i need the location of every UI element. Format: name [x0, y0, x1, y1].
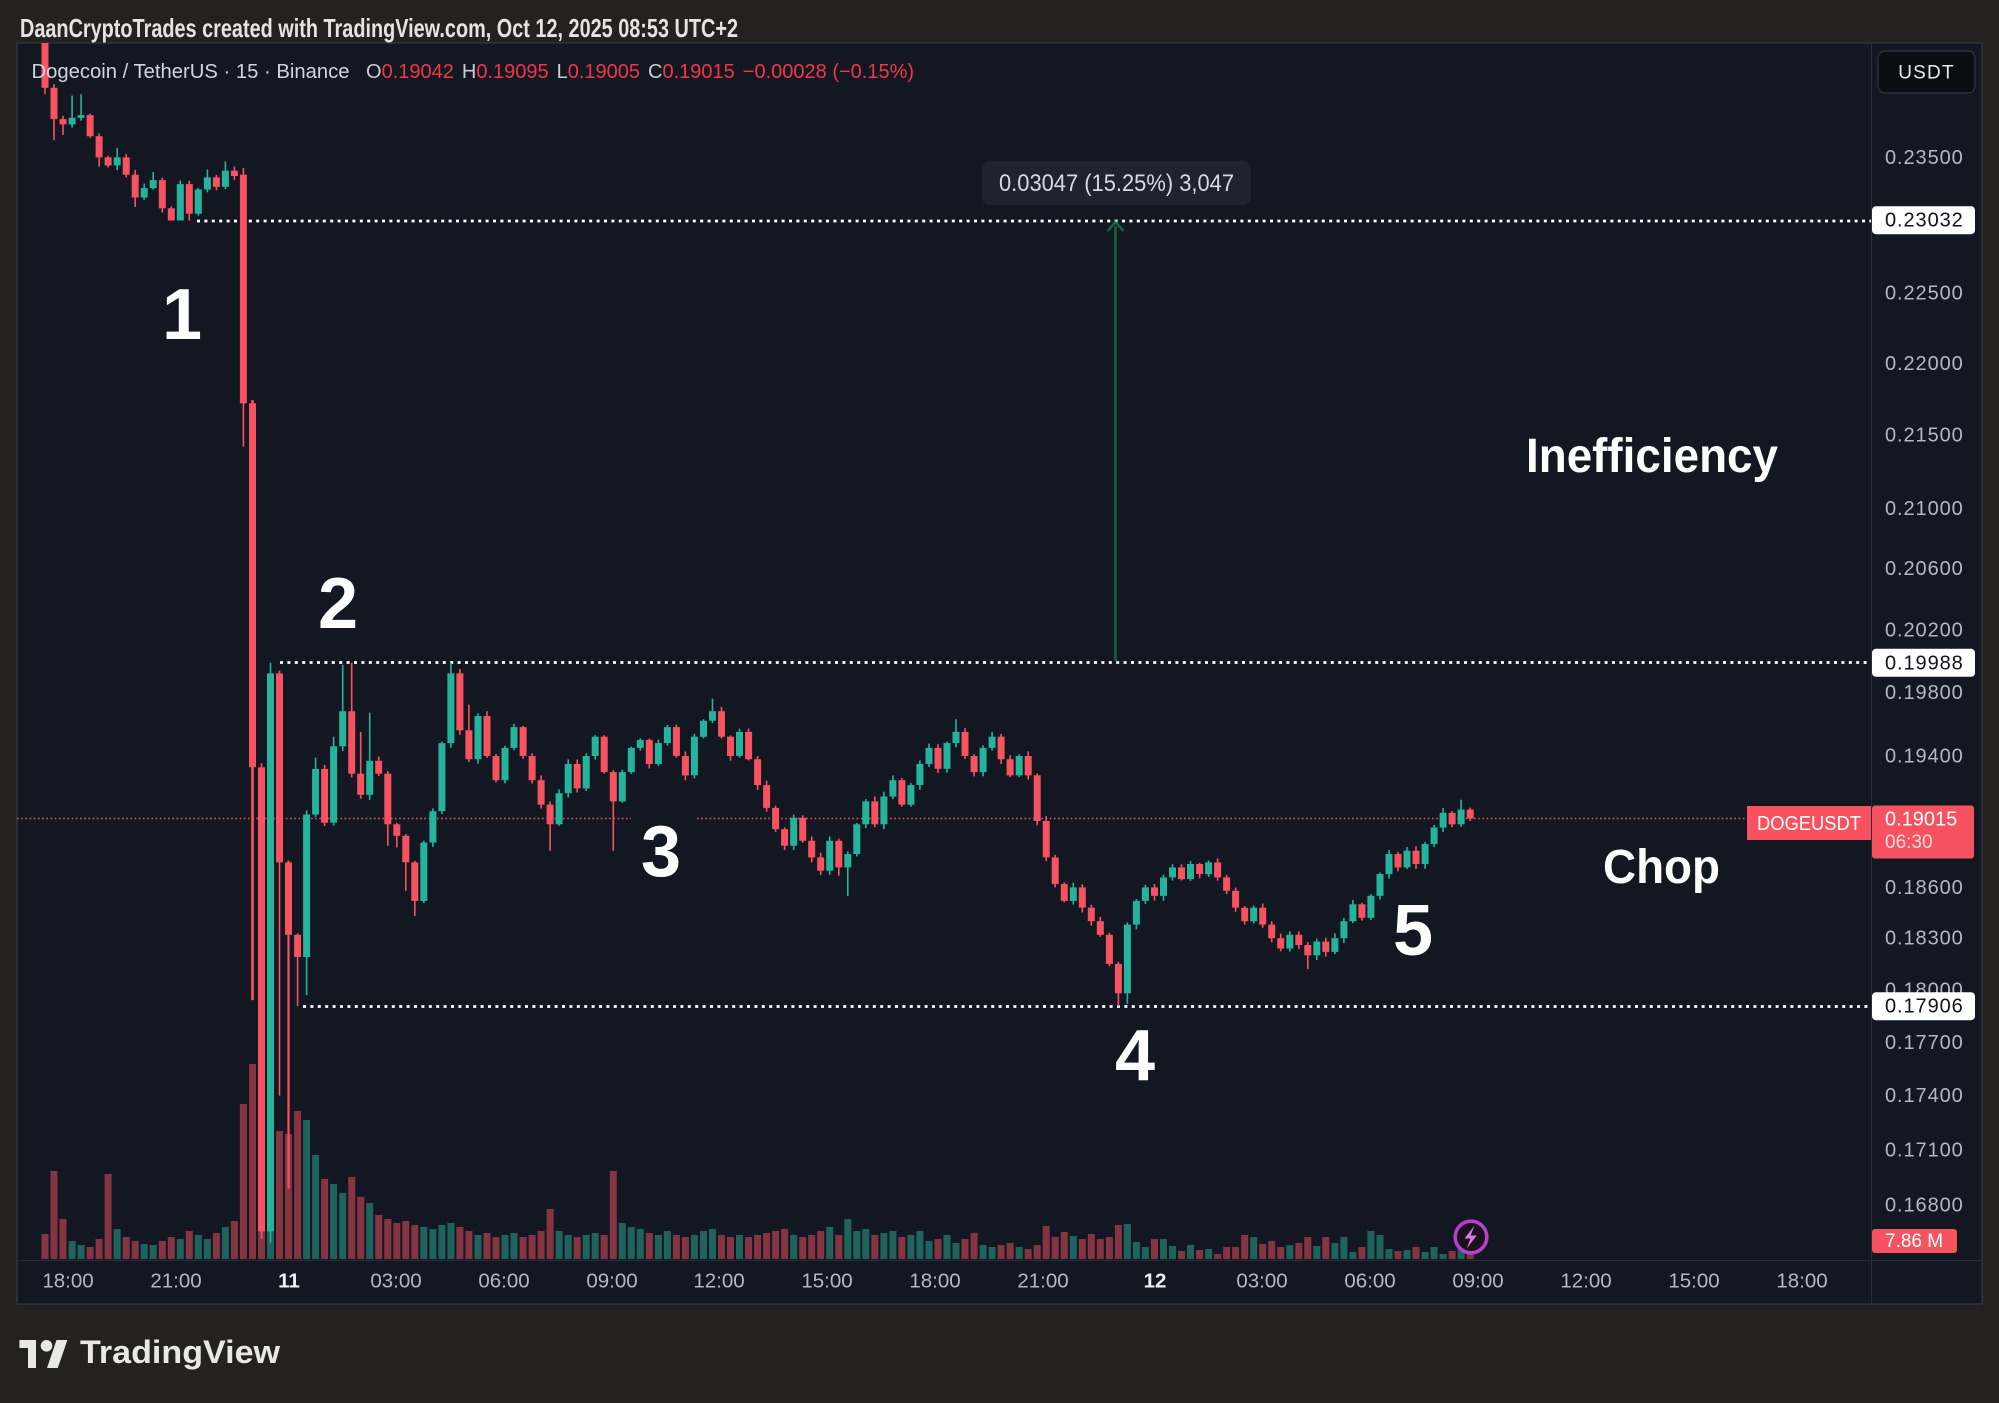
svg-text:0.19800: 0.19800 [1885, 682, 1963, 704]
svg-text:15:00: 15:00 [1668, 1270, 1719, 1293]
svg-text:06:30: 06:30 [1885, 832, 1933, 853]
svg-text:09:00: 09:00 [1452, 1270, 1503, 1293]
svg-text:0.17100: 0.17100 [1885, 1140, 1963, 1162]
svg-text:12:00: 12:00 [1560, 1270, 1611, 1293]
svg-text:0.17400: 0.17400 [1885, 1085, 1963, 1107]
svg-text:18:00: 18:00 [909, 1270, 960, 1293]
svg-text:09:00: 09:00 [586, 1270, 637, 1293]
svg-text:11: 11 [278, 1270, 300, 1293]
svg-text:1: 1 [162, 275, 202, 355]
svg-text:Chop: Chop [1603, 841, 1720, 894]
svg-text:0.20600: 0.20600 [1885, 558, 1963, 580]
svg-text:0.22000: 0.22000 [1885, 353, 1963, 375]
svg-text:0.19400: 0.19400 [1885, 746, 1963, 768]
svg-text:Inefficiency: Inefficiency [1526, 430, 1778, 483]
svg-text:0.16800: 0.16800 [1885, 1195, 1963, 1217]
svg-text:DaanCryptoTrades created with: DaanCryptoTrades created with TradingVie… [20, 13, 738, 43]
svg-text:0.03047 (15.25%) 3,047: 0.03047 (15.25%) 3,047 [999, 170, 1234, 197]
svg-text:DOGEUSDT: DOGEUSDT [1757, 813, 1861, 835]
svg-text:0.23500: 0.23500 [1885, 147, 1963, 169]
svg-text:18:00: 18:00 [42, 1270, 93, 1293]
svg-text:0.22500: 0.22500 [1885, 283, 1963, 305]
svg-text:21:00: 21:00 [150, 1270, 201, 1293]
svg-text:21:00: 21:00 [1017, 1270, 1068, 1293]
svg-text:3: 3 [641, 812, 681, 892]
svg-text:03:00: 03:00 [1236, 1270, 1287, 1293]
svg-text:12:00: 12:00 [693, 1270, 744, 1293]
svg-text:15:00: 15:00 [801, 1270, 852, 1293]
svg-text:4: 4 [1115, 1016, 1155, 1096]
svg-text:TradingView: TradingView [80, 1334, 280, 1370]
svg-text:18:00: 18:00 [1776, 1270, 1827, 1293]
svg-text:0.17700: 0.17700 [1885, 1032, 1963, 1054]
svg-text:0.17906: 0.17906 [1885, 996, 1963, 1018]
svg-text:06:00: 06:00 [1344, 1270, 1395, 1293]
svg-text:2: 2 [318, 564, 358, 644]
svg-text:7.86 M: 7.86 M [1885, 1231, 1943, 1252]
svg-text:0.21000: 0.21000 [1885, 498, 1963, 520]
svg-text:0.18300: 0.18300 [1885, 928, 1963, 950]
svg-text:Dogecoin / TetherUS · 15 · Bin: Dogecoin / TetherUS · 15 · Binance [32, 61, 350, 83]
svg-text:0.20200: 0.20200 [1885, 619, 1963, 641]
svg-text:0.19988: 0.19988 [1885, 652, 1963, 674]
svg-text:12: 12 [1144, 1270, 1167, 1293]
svg-text:0.19015: 0.19015 [1885, 809, 1957, 831]
svg-text:0.18600: 0.18600 [1885, 877, 1963, 899]
svg-text:0.23032: 0.23032 [1885, 210, 1963, 232]
svg-text:0.21500: 0.21500 [1885, 425, 1963, 447]
svg-text:USDT: USDT [1898, 63, 1955, 84]
svg-text:06:00: 06:00 [478, 1270, 529, 1293]
svg-text:03:00: 03:00 [370, 1270, 421, 1293]
svg-text:5: 5 [1393, 891, 1433, 971]
